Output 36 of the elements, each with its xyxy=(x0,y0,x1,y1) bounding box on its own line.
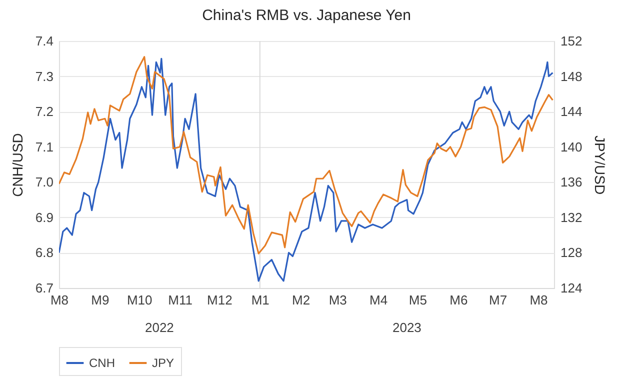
x-tick-label: M5 xyxy=(408,292,427,308)
y2-tick-label: 132 xyxy=(560,210,582,225)
y-tick-label: 7.1 xyxy=(35,139,54,154)
x-tick-label: M11 xyxy=(168,292,192,308)
x-tick-label: M3 xyxy=(328,292,347,308)
y2-tick-label: 128 xyxy=(560,245,582,260)
x-tick-label: M12 xyxy=(207,292,232,308)
y-tick-label: 7.3 xyxy=(35,68,54,84)
y2-tick-label: 152 xyxy=(560,34,582,48)
x-tick-label: M1 xyxy=(251,292,270,308)
x-tick-label: M8 xyxy=(50,292,69,308)
legend-label: JPY xyxy=(152,356,174,370)
text: 2023 xyxy=(392,320,422,335)
y-tick-label: 7.0 xyxy=(35,174,54,190)
y2-tick-label: 140 xyxy=(560,139,582,154)
legend-label: CNH xyxy=(89,356,115,370)
x-tick-label: M10 xyxy=(126,292,152,308)
y-tick-label: 7.4 xyxy=(35,34,54,48)
x-tick-label: M8 xyxy=(530,292,548,308)
x-tick-label: M6 xyxy=(450,292,468,308)
y2-tick-label: 136 xyxy=(560,174,582,190)
y2-axis-title: JPY/USD xyxy=(592,135,608,195)
y-axis-title: CNH/USD xyxy=(9,133,26,197)
y-tick-label: 7.2 xyxy=(35,104,54,120)
text: 2022 xyxy=(144,320,174,335)
y2-tick-label: 144 xyxy=(560,104,582,120)
x-tick-label: M7 xyxy=(489,292,508,308)
y2-tick-label: 124 xyxy=(560,280,582,296)
y-tick-label: 6.7 xyxy=(35,280,54,296)
x-tick-label: M2 xyxy=(292,292,310,308)
x-tick-label: M9 xyxy=(91,292,110,308)
x-tick-label: M4 xyxy=(370,292,388,308)
y2-tick-label: 148 xyxy=(560,68,582,84)
y-tick-label: 6.9 xyxy=(35,210,54,225)
chart-title: China's RMB vs. Japanese Yen xyxy=(202,7,411,24)
y-tick-label: 6.8 xyxy=(35,245,54,260)
